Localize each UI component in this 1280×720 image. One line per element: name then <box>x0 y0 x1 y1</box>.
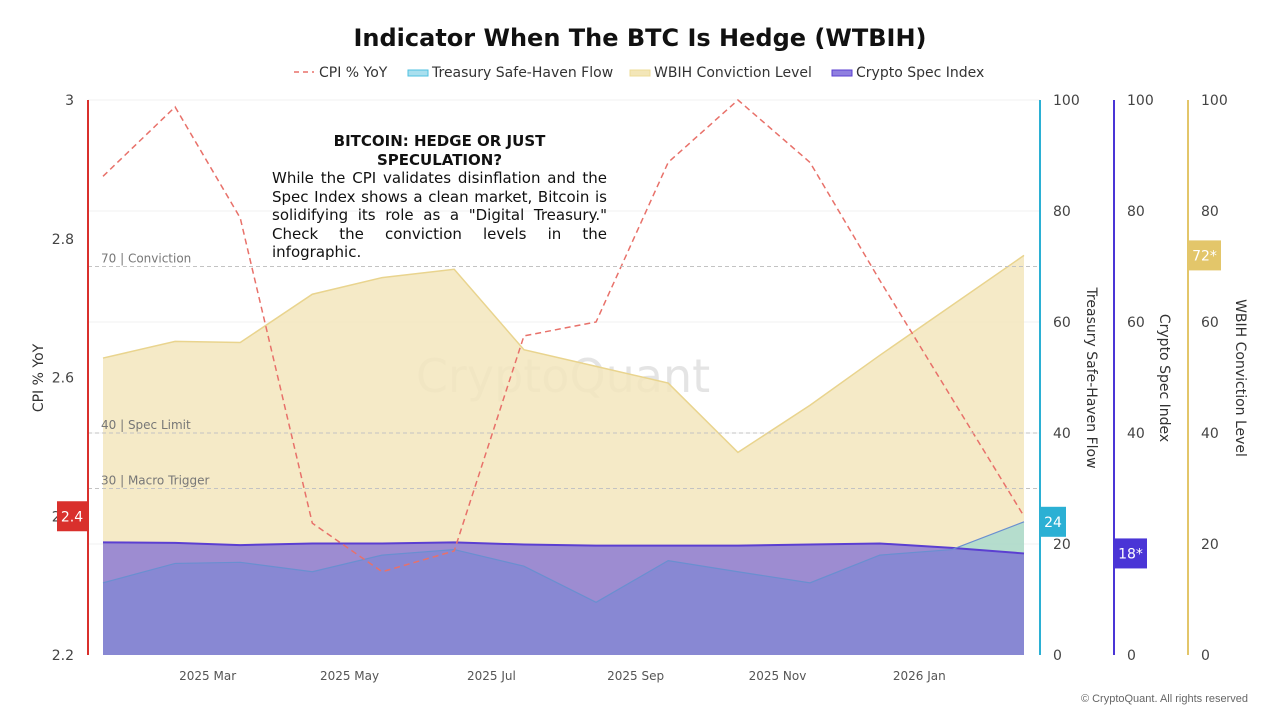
badge-cpi-text: 2.4 <box>61 509 83 525</box>
tick-label-spec: 40 <box>1127 426 1145 442</box>
legend-swatch-treasury <box>407 69 429 77</box>
badge-conviction-text: 72* <box>1192 248 1217 264</box>
reference-label: 70 | Conviction <box>101 252 191 266</box>
tick-label-conviction: 0 <box>1201 648 1210 664</box>
badge-treasury-text: 24 <box>1044 515 1062 531</box>
conviction-line <box>102 254 1025 454</box>
x-tick-label: 2025 Mar <box>179 669 236 683</box>
legend-item-cpi[interactable]: CPI % YoY <box>294 65 388 81</box>
last-value-badges: 2.4 24 18* 72* <box>57 240 1221 569</box>
reference-lines: 70 | Conviction 40 | Spec Limit 30 | Macro… <box>88 252 1040 489</box>
tick-label-cpi: 2.6 <box>52 371 74 387</box>
tick-label-spec: 0 <box>1127 648 1136 664</box>
legend-label-spec: Crypto Spec Index <box>856 65 984 81</box>
tick-label-cpi: 3 <box>65 93 74 109</box>
x-tick-label: 2025 Sep <box>607 669 664 683</box>
axis-title-spec: Crypto Spec Index <box>1156 314 1172 442</box>
tick-label-conviction: 40 <box>1201 426 1219 442</box>
x-tick-label: 2025 Jul <box>467 669 516 683</box>
badge-cpi <box>57 501 87 532</box>
badge-conviction <box>1188 240 1221 271</box>
x-tick-label: 2026 Jan <box>893 669 946 683</box>
treasury-line <box>102 521 1025 603</box>
legend-swatch-spec <box>831 69 853 77</box>
annotation-body: While the CPI validates disinflation and… <box>272 169 607 261</box>
tick-label-conviction: 20 <box>1201 537 1219 553</box>
legend-swatch-conviction <box>629 69 651 77</box>
cpi-line <box>102 99 1025 573</box>
spec-area <box>103 542 1024 655</box>
axis-title-treasury: Treasury Safe-Haven Flow <box>1083 286 1099 468</box>
series-layer <box>102 99 1025 655</box>
x-tick-label: 2025 May <box>320 669 379 683</box>
legend-item-treasury[interactable]: Treasury Safe-Haven Flow <box>407 65 613 81</box>
axis-title-cpi: CPI % YoY <box>31 343 47 412</box>
tick-label-treasury: 60 <box>1053 315 1071 331</box>
legend: CPI % YoY Treasury Safe-Haven Flow WBIH … <box>294 65 984 81</box>
tick-label-treasury: 80 <box>1053 204 1071 220</box>
badge-spec-text: 18* <box>1118 546 1143 562</box>
tick-label-conviction: 60 <box>1201 315 1219 331</box>
reference-label: 40 | Spec Limit <box>101 418 191 432</box>
legend-item-spec[interactable]: Crypto Spec Index <box>831 65 984 81</box>
tick-label-spec: 100 <box>1127 93 1154 109</box>
tick-label-spec: 60 <box>1127 315 1145 331</box>
badge-treasury <box>1040 506 1066 537</box>
x-tick-label: 2025 Nov <box>749 669 807 683</box>
tick-label-treasury: 0 <box>1053 648 1062 664</box>
tick-label-treasury: 100 <box>1053 93 1080 109</box>
annotation-title: BITCOIN: HEDGE OR JUST SPECULATION? <box>333 132 546 169</box>
annotation-box: BITCOIN: HEDGE OR JUST SPECULATION? Whil… <box>272 132 607 262</box>
copyright: © CryptoQuant. All rights reserved <box>1081 693 1248 705</box>
chart-title: Indicator When The BTC Is Hedge (WTBIH) <box>353 24 926 52</box>
tick-label-spec: 80 <box>1127 204 1145 220</box>
legend-label-conviction: WBIH Conviction Level <box>654 65 812 81</box>
legend-item-conviction[interactable]: WBIH Conviction Level <box>629 65 812 81</box>
axes: 2.2 2.4 2.6 2.8 3 0 20 40 60 80 100 0 20 40 60 80 100 0 20… <box>52 93 1228 683</box>
tick-label-cpi: 2.8 <box>52 232 74 248</box>
reference-label: 30 | Macro Trigger <box>101 474 210 488</box>
tick-label-cpi: 2.2 <box>52 648 74 664</box>
tick-label-conviction: 100 <box>1201 93 1228 109</box>
badge-spec <box>1114 538 1147 569</box>
axis-title-conviction: WBIH Conviction Level <box>1232 299 1248 457</box>
spec-line <box>102 541 1025 555</box>
tick-label-conviction: 80 <box>1201 204 1219 220</box>
legend-label-treasury: Treasury Safe-Haven Flow <box>431 65 613 81</box>
legend-label-cpi: CPI % YoY <box>319 65 388 81</box>
tick-label-treasury: 40 <box>1053 426 1071 442</box>
tick-label-treasury: 20 <box>1053 537 1071 553</box>
